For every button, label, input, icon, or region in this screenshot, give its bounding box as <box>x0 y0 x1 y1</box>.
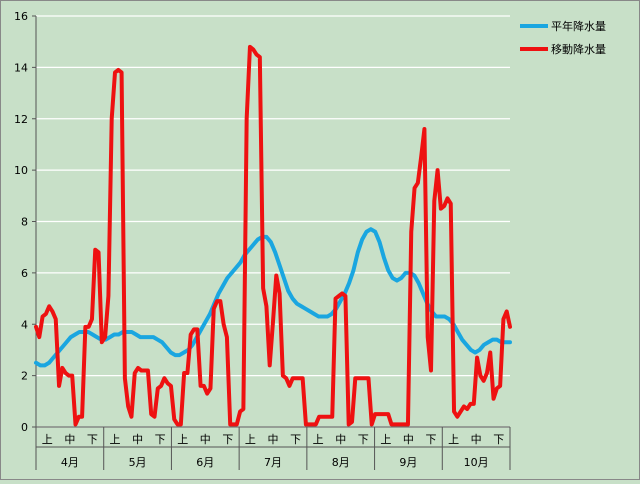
legend-label: 平年降水量 <box>551 19 606 33</box>
decade-label: 上 <box>313 433 324 446</box>
x-axis: 上中下4月上中下5月上中下6月上中下7月上中下8月上中下9月上中下10月 <box>35 426 511 470</box>
decade-label: 中 <box>268 433 279 446</box>
y-tick-label: 6 <box>21 267 28 280</box>
y-tick-label: 0 <box>21 421 28 434</box>
decade-label: 下 <box>426 433 437 446</box>
series-lines <box>34 44 512 427</box>
legend-label: 移動降水量 <box>551 42 606 56</box>
series-line-2 <box>34 44 512 427</box>
decade-label: 中 <box>335 433 346 446</box>
decade-label: 下 <box>87 433 98 446</box>
decade-label: 下 <box>358 433 369 446</box>
y-tick-label: 14 <box>14 61 28 74</box>
y-tick-label: 10 <box>14 164 28 177</box>
decade-label: 上 <box>42 433 53 446</box>
decade-label: 上 <box>110 433 121 446</box>
decade-label: 上 <box>380 433 391 446</box>
y-tick-label: 8 <box>21 216 28 229</box>
decade-label: 上 <box>245 433 256 446</box>
month-label: 6月 <box>196 456 214 469</box>
y-tick-label: 4 <box>21 318 28 331</box>
decade-label: 下 <box>222 433 233 446</box>
decade-label: 中 <box>471 433 482 446</box>
month-label: 4月 <box>61 456 79 469</box>
y-axis: 0 2 4 6 8 10 12 14 16 <box>14 10 37 434</box>
y-tick-label: 16 <box>14 10 28 23</box>
decade-label: 下 <box>493 433 504 446</box>
decade-label: 中 <box>200 433 211 446</box>
month-label: 5月 <box>129 456 147 469</box>
decade-label: 下 <box>290 433 301 446</box>
decade-label: 中 <box>132 433 143 446</box>
month-label: 9月 <box>399 456 417 469</box>
decade-label: 上 <box>448 433 459 446</box>
month-label: 10月 <box>464 456 489 469</box>
decade-label: 中 <box>64 433 75 446</box>
decade-label: 中 <box>403 433 414 446</box>
decade-label: 下 <box>155 433 166 446</box>
y-tick-label: 2 <box>21 370 28 383</box>
month-label: 8月 <box>332 456 350 469</box>
y-tick-label: 12 <box>14 113 28 126</box>
decade-label: 上 <box>177 433 188 446</box>
month-label: 7月 <box>264 456 282 469</box>
